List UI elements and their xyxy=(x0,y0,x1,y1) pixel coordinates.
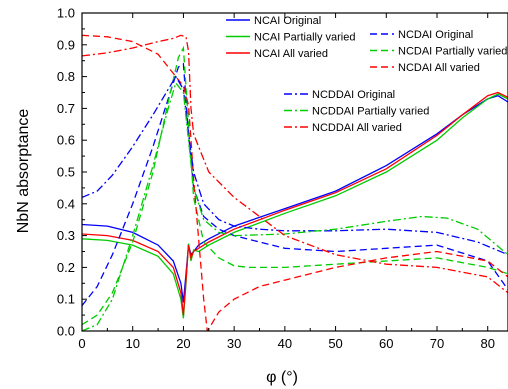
y-tick-label: 0.6 xyxy=(57,133,75,148)
y-tick-label: 0.7 xyxy=(57,101,75,116)
x-axis-title: φ (°) xyxy=(266,369,298,386)
series-line-7 xyxy=(82,75,508,256)
x-tick-label: 70 xyxy=(430,336,444,351)
series-line-6 xyxy=(82,34,508,331)
x-tick-label: 30 xyxy=(227,336,241,351)
x-tick-label: 0 xyxy=(78,336,85,351)
legend-layer: NCAI Original NCAI Partially varied NCAI A… xyxy=(226,15,507,134)
legend-label: NCDAI Original xyxy=(398,29,473,41)
legend-label: NCAI All varied xyxy=(254,48,328,60)
legend-label: NCDAI All varied xyxy=(398,62,480,74)
x-tick-label: 20 xyxy=(176,336,190,351)
y-tick-label: 0.8 xyxy=(57,69,75,84)
legend-label: NCDAI Partially varied xyxy=(398,46,507,58)
series-line-5 xyxy=(82,45,508,326)
series-line-9 xyxy=(82,34,508,294)
y-tick-label: 0.9 xyxy=(57,37,75,52)
y-tick-label: 0.3 xyxy=(57,228,75,243)
y-tick-label: 0.0 xyxy=(57,324,75,339)
x-tick-label: 40 xyxy=(278,336,292,351)
series-line-2 xyxy=(82,93,508,319)
y-tick-label: 0.5 xyxy=(57,165,75,180)
legend-label: NCDDAI All varied xyxy=(312,122,402,134)
series-line-8 xyxy=(82,81,508,331)
series-layer xyxy=(82,34,508,331)
x-tick-label: 80 xyxy=(480,336,494,351)
x-tick-label: 60 xyxy=(379,336,393,351)
y-tick-label: 0.1 xyxy=(57,292,75,307)
legend-label: NCAI Partially varied xyxy=(254,32,355,44)
axes-layer: 0 10 20 30 40 50 60 70 80 0.0 0.1 0.2 0.3 0.4 0.5 0.6 0.… xyxy=(57,6,495,352)
y-tick-label: 0.4 xyxy=(57,196,75,211)
y-tick-label: 1.0 xyxy=(57,6,75,21)
legend-label: NCAI Original xyxy=(254,15,321,27)
plot-frame xyxy=(81,12,508,332)
x-tick-label: 10 xyxy=(125,336,139,351)
series-line-4 xyxy=(82,62,508,307)
y-axis-title: NbN absorptance xyxy=(15,109,32,234)
y-tick-label: 0.2 xyxy=(57,260,75,275)
legend-label: NCDDAI Original xyxy=(312,89,395,101)
series-line-3 xyxy=(82,91,508,316)
legend-label: NCDDAI Partially varied xyxy=(312,106,429,118)
x-tick-label: 50 xyxy=(328,336,342,351)
